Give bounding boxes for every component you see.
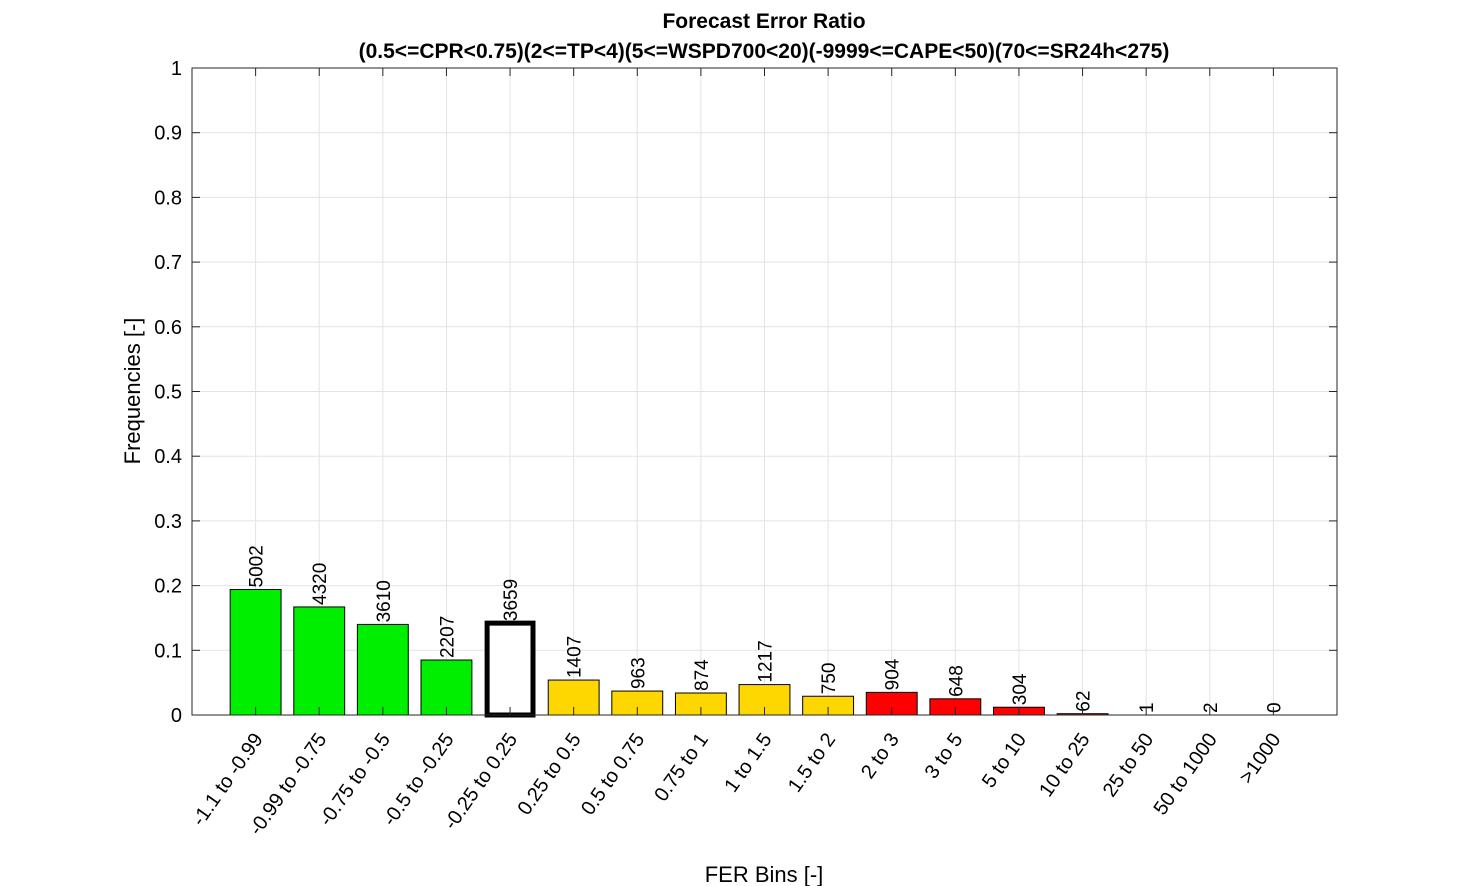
y-tick-label: 0.6 — [154, 317, 182, 339]
x-tick-label: 0.5 to 0.75 — [577, 729, 649, 819]
x-tick-label: 10 to 25 — [1035, 729, 1094, 801]
y-tick-label: 0.9 — [154, 123, 182, 145]
bar-count-label: 750 — [819, 663, 840, 695]
x-tick-label: 1 to 1.5 — [720, 729, 776, 796]
x-tick-label: 5 to 10 — [978, 729, 1031, 792]
bar-count-label: 2207 — [437, 616, 458, 658]
y-tick-label: 1 — [171, 58, 182, 80]
y-axis-label: Frequencies [-] — [120, 318, 145, 465]
y-tick-label: 0.5 — [154, 382, 182, 404]
bar-count-label: 963 — [628, 657, 649, 689]
bar-count-label: 2 — [1201, 702, 1222, 713]
bar-highlighted — [484, 620, 536, 718]
bar — [229, 588, 282, 716]
bar-count-label: 1217 — [756, 640, 777, 682]
y-tick-label: 0.1 — [154, 640, 182, 662]
x-axis-label: FER Bins [-] — [705, 862, 824, 886]
bar — [356, 623, 409, 716]
y-tick-label: 0.7 — [154, 252, 182, 274]
y-tick-label: 0.2 — [154, 576, 182, 598]
bar-count-label: 1 — [1137, 702, 1158, 713]
x-tick-label: 2 to 3 — [857, 729, 904, 783]
x-axis-ticks: -1.1 to -0.99-0.99 to -0.75-0.75 to -0.5… — [188, 68, 1285, 839]
chart-title: Forecast Error Ratio — [662, 10, 865, 33]
x-tick-label: 25 to 50 — [1099, 729, 1158, 801]
chart-subtitle: (0.5<=CPR<0.75)(2<=TP<4)(5<=WSPD700<20)(… — [359, 40, 1170, 63]
x-tick-label: >1000 — [1235, 729, 1285, 788]
bar-count-label: 62 — [1074, 691, 1095, 712]
bar-count-label: 874 — [692, 659, 713, 691]
y-tick-label: 0.8 — [154, 187, 182, 209]
y-tick-label: 0.4 — [154, 446, 182, 468]
bar-count-label: 3659 — [501, 579, 522, 621]
bar-count-label: 4320 — [310, 563, 331, 605]
x-tick-label: 3 to 5 — [921, 729, 968, 783]
bar-count-label: 904 — [883, 658, 904, 690]
bar-count-label: 5002 — [247, 545, 268, 587]
y-tick-label: 0 — [171, 705, 182, 727]
x-tick-label: 0.25 to 0.5 — [514, 729, 586, 819]
bar-count-label: 304 — [1010, 673, 1031, 705]
bar-count-label: 3610 — [374, 580, 395, 622]
x-tick-label: 50 to 1000 — [1150, 729, 1222, 819]
x-tick-label: 0.75 to 1 — [650, 729, 713, 805]
bar-count-label: 1407 — [565, 636, 586, 678]
bar-count-label: 648 — [946, 665, 967, 697]
x-tick-label: 1.5 to 2 — [784, 729, 840, 796]
y-tick-label: 0.3 — [154, 511, 182, 533]
bar — [420, 659, 473, 716]
bar — [293, 606, 346, 716]
bars-layer: 5002 4320 3610 2207 3659 1407 963 874 1217 750 904… — [229, 545, 1285, 718]
grid-lines — [192, 67, 1337, 716]
y-axis-ticks: 0 0.1 0.2 0.3 0.4 0.5 0.6 0.7 0.8 0.9 1 — [154, 58, 1337, 727]
bar-count-label: 0 — [1264, 702, 1285, 713]
